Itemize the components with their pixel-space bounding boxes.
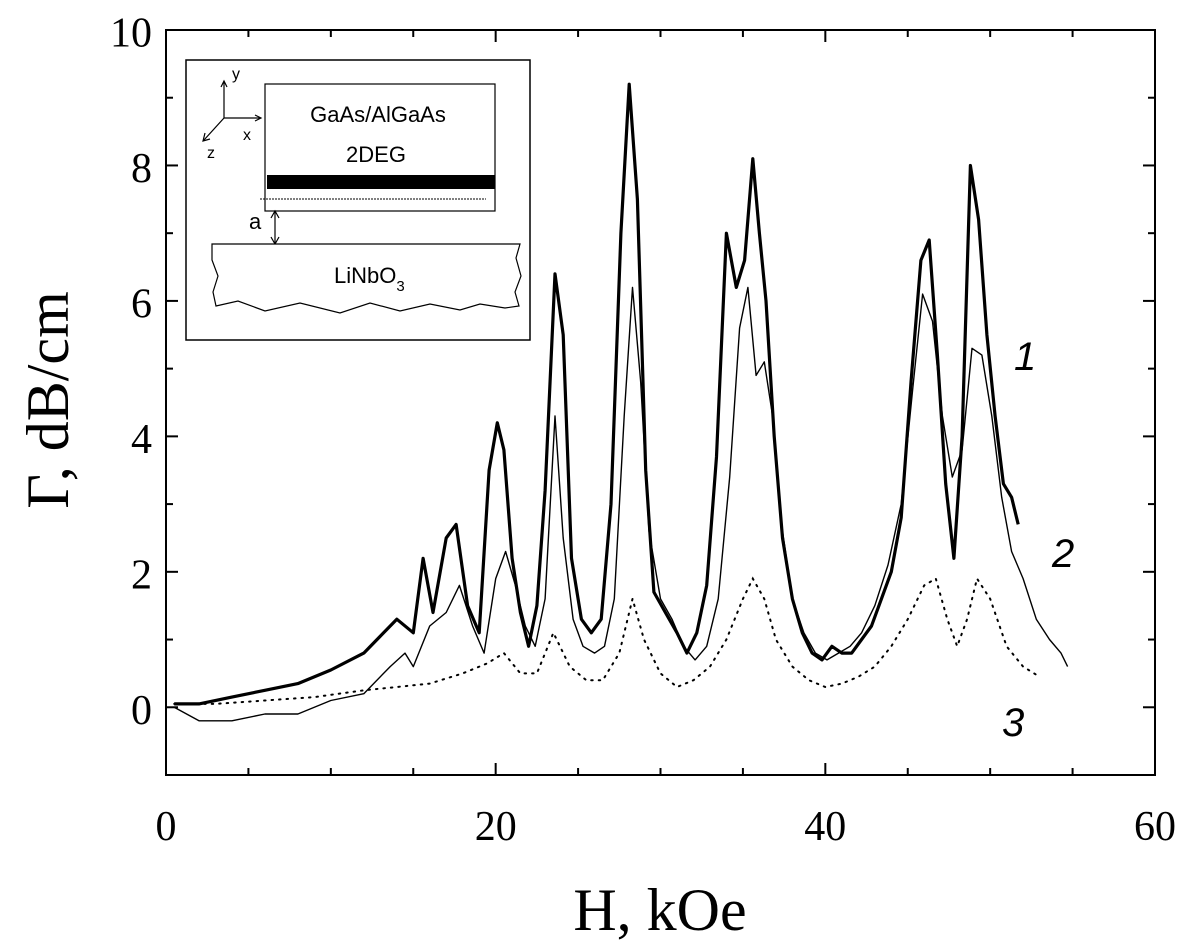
y-tick-label-4: 4	[131, 417, 152, 463]
curve-label-2: 2	[1051, 532, 1074, 576]
curve-label-1: 1	[1014, 335, 1036, 379]
axis-label-y: y	[232, 66, 240, 83]
y-tick-label-0: 0	[131, 688, 152, 734]
x-tick-label-40: 40	[804, 804, 846, 850]
x-tick-label-60: 60	[1134, 804, 1176, 850]
y-tick-label-10: 10	[110, 11, 152, 57]
series-1-line	[174, 82, 1020, 706]
curve-label-3: 3	[1002, 701, 1024, 745]
axis-label-x: x	[243, 127, 251, 144]
y-axis-title: Γ, dB/cm	[15, 291, 81, 508]
axis-label-z: z	[207, 145, 215, 162]
x-tick-label-20: 20	[475, 804, 517, 850]
coordinate-axes-icon	[202, 79, 263, 142]
y-tick-label-2: 2	[131, 553, 152, 599]
y-tick-label-8: 8	[131, 146, 152, 192]
gap-label: a	[249, 209, 262, 234]
ticks	[165, 29, 1156, 776]
series-2-line	[173, 286, 1069, 722]
sample-label: GaAs/AlGaAs	[310, 102, 446, 127]
substrate-label: LiNbO3	[334, 263, 405, 295]
x-axis-title: H, kOe	[573, 877, 746, 943]
2deg-layer	[267, 175, 495, 189]
sample-block	[264, 83, 496, 212]
2deg-label: 2DEG	[346, 142, 406, 167]
y-tick-label-6: 6	[131, 282, 152, 328]
inset-schematic: y x z GaAs/AlGaAs 2DEG a LiNbO3	[185, 59, 531, 341]
x-tick-label-0: 0	[156, 804, 177, 850]
series-3-line	[173, 576, 1041, 705]
substrate	[211, 243, 522, 314]
